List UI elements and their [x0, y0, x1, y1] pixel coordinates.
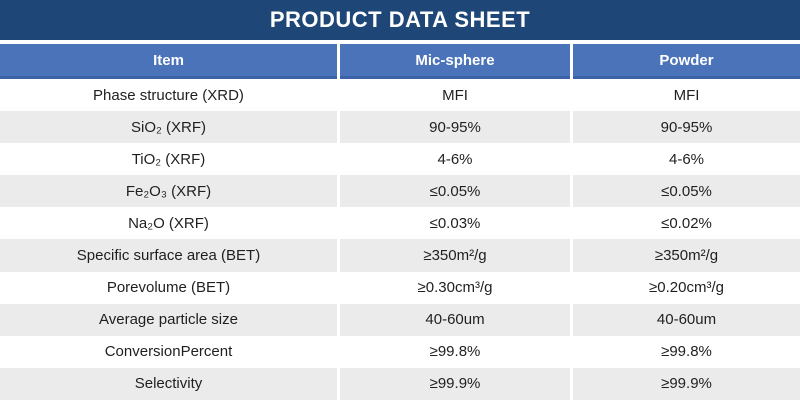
mic-sphere-cell: ≥99.8% — [340, 335, 570, 368]
table-body: Phase structure (XRD) MFI MFI SiO₂ (XRF)… — [0, 79, 800, 400]
powder-cell: 40-60um — [573, 303, 800, 336]
table-row: Average particle size 40-60um 40-60um — [0, 303, 800, 336]
mic-sphere-cell: 40-60um — [340, 303, 570, 336]
table-row: ConversionPercent ≥99.8% ≥99.8% — [0, 335, 800, 368]
table-header-row: Item Mic-sphere Powder — [0, 44, 800, 79]
powder-cell: MFI — [573, 79, 800, 112]
powder-cell: ≥99.9% — [573, 367, 800, 400]
table-row: Porevolume (BET) ≥0.30cm³/g ≥0.20cm³/g — [0, 271, 800, 304]
mic-sphere-cell: MFI — [340, 79, 570, 112]
powder-cell: ≤0.02% — [573, 207, 800, 240]
table-row: Specific surface area (BET) ≥350m²/g ≥35… — [0, 239, 800, 272]
item-cell: Selectivity — [0, 367, 337, 400]
mic-sphere-cell: 4-6% — [340, 143, 570, 176]
item-cell: Porevolume (BET) — [0, 271, 337, 304]
item-cell: Phase structure (XRD) — [0, 79, 337, 112]
table-row: SiO₂ (XRF) 90-95% 90-95% — [0, 111, 800, 144]
table-row: Selectivity ≥99.9% ≥99.9% — [0, 367, 800, 400]
item-cell: ConversionPercent — [0, 335, 337, 368]
mic-sphere-cell: ≤0.03% — [340, 207, 570, 240]
powder-cell: ≥350m²/g — [573, 239, 800, 272]
powder-cell: 4-6% — [573, 143, 800, 176]
table-header-powder: Powder — [573, 44, 800, 79]
mic-sphere-cell: ≤0.05% — [340, 175, 570, 208]
item-cell: Na₂O (XRF) — [0, 207, 337, 240]
sheet-title: PRODUCT DATA SHEET — [269, 7, 531, 32]
table-row: Phase structure (XRD) MFI MFI — [0, 79, 800, 112]
powder-cell: ≥99.8% — [573, 335, 800, 368]
sheet-title-bar: PRODUCT DATA SHEET — [0, 0, 800, 40]
item-cell: Fe₂O₃ (XRF) — [0, 175, 337, 208]
table-row: Na₂O (XRF) ≤0.03% ≤0.02% — [0, 207, 800, 240]
mic-sphere-cell: 90-95% — [340, 111, 570, 144]
item-cell: Specific surface area (BET) — [0, 239, 337, 272]
table-header-item: Item — [0, 44, 337, 79]
table-row: Fe₂O₃ (XRF) ≤0.05% ≤0.05% — [0, 175, 800, 208]
mic-sphere-cell: ≥350m²/g — [340, 239, 570, 272]
mic-sphere-cell: ≥0.30cm³/g — [340, 271, 570, 304]
item-cell: Average particle size — [0, 303, 337, 336]
item-cell: SiO₂ (XRF) — [0, 111, 337, 144]
powder-cell: ≤0.05% — [573, 175, 800, 208]
powder-cell: ≥0.20cm³/g — [573, 271, 800, 304]
item-cell: TiO₂ (XRF) — [0, 143, 337, 176]
table-header-mic-sphere: Mic-sphere — [340, 44, 570, 79]
table-row: TiO₂ (XRF) 4-6% 4-6% — [0, 143, 800, 176]
powder-cell: 90-95% — [573, 111, 800, 144]
mic-sphere-cell: ≥99.9% — [340, 367, 570, 400]
